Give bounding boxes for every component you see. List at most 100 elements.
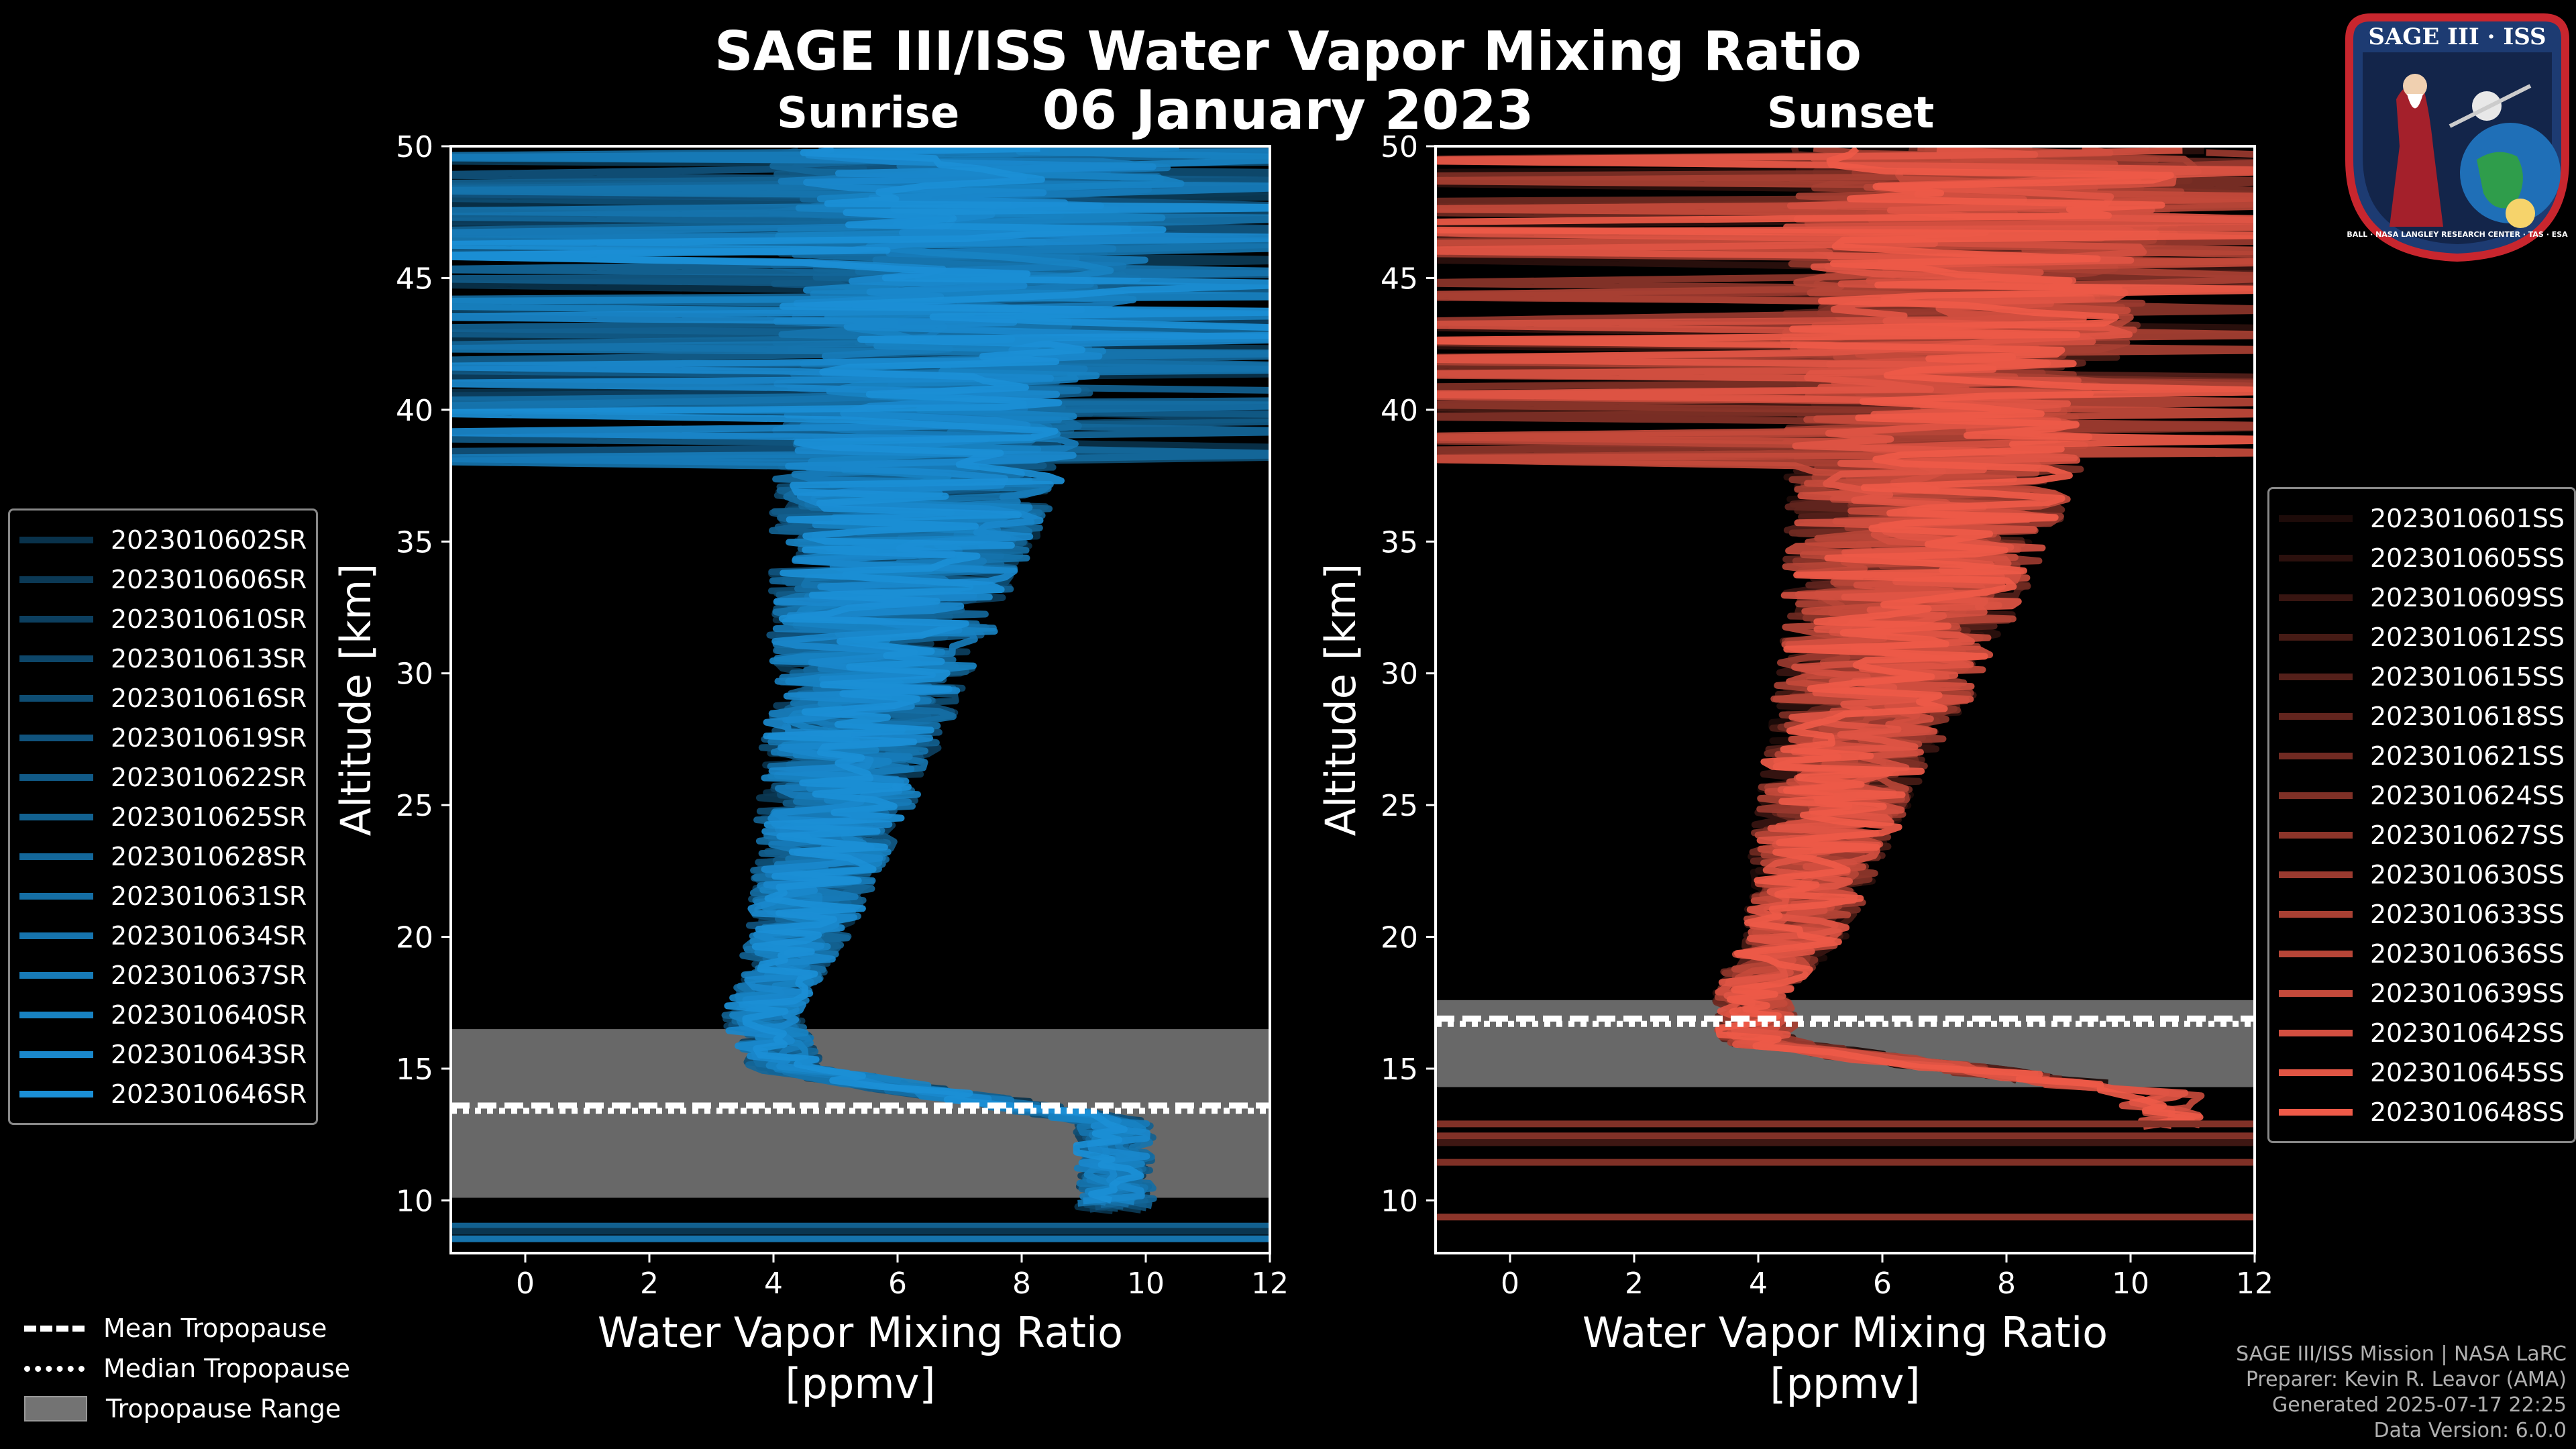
legend-item: 2023010615SS [2279,657,2565,696]
legend-item: 2023010613SR [19,639,307,678]
legend-swatch [2279,910,2353,918]
x-axis-unit: [ppmv] [785,1359,935,1408]
chart-date: 06 January 2023 [1042,79,1534,142]
series-line-2023010646SR [451,146,1270,1204]
legend-swatch [2279,594,2353,601]
y-tick-label: 10 [1381,1184,1418,1218]
legend-item: 2023010643SR [19,1034,307,1074]
tropopause-legend: Mean Tropopause Median Tropopause Tropop… [24,1308,350,1429]
y-tick-label: 30 [396,657,433,692]
panel-ss: 0 2 4 6 8 10 12 10 15 20 25 30 35 40 45 50 Water Vapor M… [1316,130,2273,1408]
legend-label: 2023010602SR [111,525,307,555]
series-line-2023010643SR [451,146,1270,1205]
legend-item: 2023010627SS [2279,815,2565,855]
legend-label: 2023010613SR [111,643,307,674]
legend-label: 2023010648SS [2370,1097,2565,1127]
legend-swatch [2279,989,2353,997]
x-tick-label: 10 [2112,1267,2149,1301]
y-tick-label: 10 [396,1184,433,1218]
legend-label: 2023010627SS [2370,820,2565,850]
legend-swatch [19,971,93,979]
y-tick-label: 40 [1381,394,1418,428]
x-tick-label: 0 [516,1267,535,1301]
legend-label: 2023010642SS [2370,1018,2565,1048]
legend-item: 2023010633SS [2279,894,2565,934]
x-tick-label: 8 [1997,1267,2016,1301]
legend-item: 2023010636SS [2279,934,2565,973]
y-tick-label: 25 [1381,789,1418,823]
legend-label: 2023010628SR [111,841,307,871]
legend-swatch [19,1051,93,1058]
legend-sunset: 2023010601SS 2023010605SS 2023010609SS 2023… [2267,487,2576,1143]
y-tick-label: 50 [1381,130,1418,164]
x-tick-label: 4 [764,1267,783,1301]
profile-lines [451,146,1270,1242]
legend-tropopause-range: Tropopause Range [24,1389,350,1429]
legend-item: 2023010602SR [19,520,307,559]
legend-mean-tropopause: Mean Tropopause [24,1308,350,1348]
legend-item: 2023010634SR [19,916,307,955]
legend-label: 2023010631SR [111,881,307,911]
x-tick-label: 4 [1749,1267,1768,1301]
legend-swatch [19,1011,93,1018]
legend-item: 2023010639SS [2279,973,2565,1013]
legend-item: 2023010642SS [2279,1013,2565,1053]
range-swatch-icon [24,1396,87,1421]
legend-item: 2023010605SS [2279,538,2565,578]
legend-range-label: Tropopause Range [106,1394,341,1424]
sage-iii-mission-logo: SAGE III · ISS BALL · NASA LANGLEY RESEA… [2345,13,2569,262]
y-tick-label: 45 [1381,262,1418,296]
legend-item: 2023010624SS [2279,775,2565,815]
legend-swatch [2279,712,2353,720]
legend-item: 2023010616SR [19,678,307,718]
logo-title: SAGE III · ISS [2368,23,2546,50]
legend-swatch [2279,871,2353,878]
legend-label: 2023010601SS [2370,503,2565,533]
legend-label: 2023010622SR [111,762,307,792]
y-tick-label: 20 [1381,921,1418,955]
legend-item: 2023010645SS [2279,1053,2565,1092]
legend-item: 2023010646SR [19,1074,307,1114]
legend-swatch [19,1090,93,1097]
legend-label: 2023010646SR [111,1079,307,1109]
legend-label: 2023010621SS [2370,741,2565,771]
legend-label: 2023010643SR [111,1039,307,1069]
legend-item: 2023010601SS [2279,498,2565,538]
legend-label: 2023010625SR [111,802,307,832]
series-line-2023010648SS [1436,146,2255,1128]
credit-line: SAGE III/ISS Mission | NASA LaRC [2236,1342,2567,1366]
x-axis-label: Water Vapor Mixing Ratio [598,1308,1123,1357]
legend-label: 2023010639SS [2370,978,2565,1008]
legend-item: 2023010612SS [2279,617,2565,657]
subtitle-sunrise: Sunrise [777,89,960,138]
legend-label: 2023010636SS [2370,938,2565,969]
legend-swatch [19,615,93,623]
legend-swatch [19,576,93,583]
legend-label: 2023010630SS [2370,859,2565,890]
legend-item: 2023010637SR [19,955,307,995]
legend-label: 2023010619SR [111,722,307,753]
y-axis-label: Altitude [km] [1316,564,1365,837]
x-tick-label: 10 [1127,1267,1165,1301]
legend-swatch [19,853,93,860]
y-tick-label: 45 [396,262,433,296]
legend-item: 2023010609SS [2279,578,2565,617]
logo-ring-text: BALL · NASA LANGLEY RESEARCH CENTER · TA… [2347,230,2568,239]
y-axis-label: Altitude [km] [331,564,380,837]
x-axis-unit: [ppmv] [1770,1359,1920,1408]
legend-label: 2023010634SR [111,920,307,951]
legend-swatch [19,655,93,662]
legend-swatch [2279,1108,2353,1116]
x-axis-label: Water Vapor Mixing Ratio [1582,1308,2108,1357]
y-tick-label: 30 [1381,657,1418,692]
y-tick-label: 50 [396,130,433,164]
legend-label: 2023010610SR [111,604,307,634]
legend-sunrise: 2023010602SR 2023010606SR 2023010610SR 2023… [8,508,319,1125]
legend-swatch [2279,1029,2353,1036]
legend-label: 2023010645SS [2370,1057,2565,1087]
legend-swatch [2279,1069,2353,1076]
legend-item: 2023010625SR [19,797,307,837]
legend-swatch [2279,673,2353,680]
legend-swatch [19,536,93,543]
